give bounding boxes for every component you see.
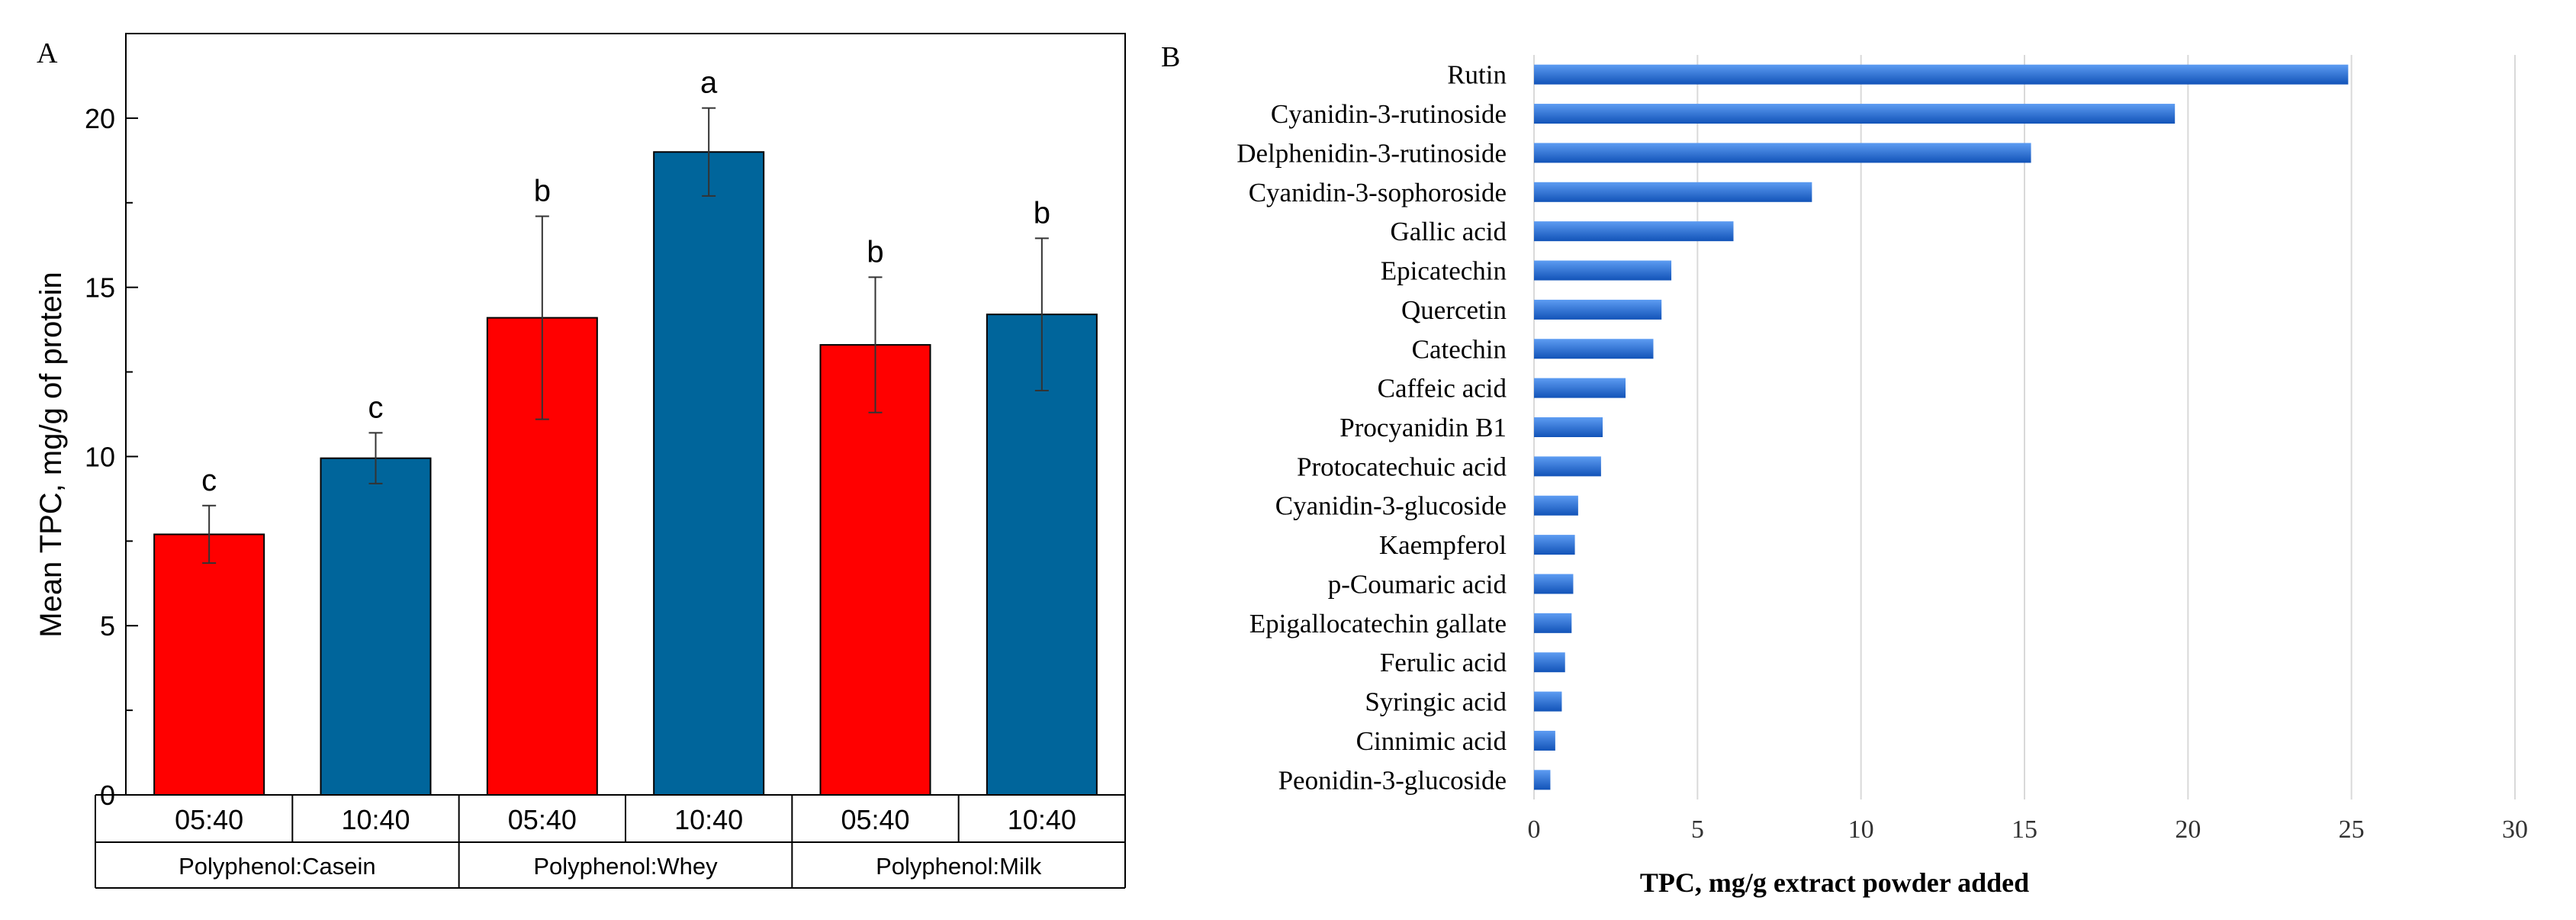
chart-a-category-label: 10:40 — [341, 804, 410, 835]
chart-b-category-label: Syringic acid — [1365, 687, 1507, 717]
chart-a-significance-letter: c — [368, 391, 384, 424]
chart-a-bar — [320, 457, 432, 796]
chart-b-bar — [1534, 613, 1572, 633]
chart-b-category-label: Rutin — [1447, 60, 1507, 90]
chart-b-x-axis-label: TPC, mg/g extract powder added — [1640, 867, 2029, 898]
chart-b: Rutin Cyanidin-3-rutinoside Delphenidin-3-… — [1237, 55, 2528, 898]
chart-a-category-label: 05:40 — [175, 804, 243, 835]
chart-b-bar — [1534, 574, 1574, 594]
chart-b-bar — [1534, 652, 1565, 673]
chart-b-bar — [1534, 378, 1626, 398]
chart-a-y-tick-label: 20 — [85, 103, 115, 134]
chart-b-x-tick-label: 0 — [1528, 815, 1541, 844]
chart-b-bar — [1534, 770, 1551, 790]
chart-b-bar — [1534, 64, 2349, 85]
chart-a-category-label: 05:40 — [508, 804, 577, 835]
chart-b-category-label: Epicatechin — [1381, 256, 1507, 286]
chart-b-category-label: Cyanidin-3-sophoroside — [1249, 178, 1507, 207]
chart-b-bar — [1534, 456, 1601, 477]
chart-b-x-tick-label: 20 — [2175, 815, 2201, 844]
chart-a-group-label: Polyphenol:Casein — [178, 853, 376, 880]
panel-label-b: B — [1161, 41, 1180, 73]
chart-a-bar — [819, 344, 931, 796]
chart-b-category-label: p-Coumaric acid — [1328, 569, 1507, 599]
chart-b-x-tick-label: 15 — [2012, 815, 2037, 844]
chart-a-y-axis-label: Mean TPC, mg/g of protein — [34, 272, 68, 638]
chart-b-x-tick-label: 30 — [2502, 815, 2528, 844]
chart-b-bar — [1534, 691, 1562, 712]
chart-b-category-label: Cyanidin-3-glucoside — [1275, 491, 1507, 521]
chart-b-category-label: Caffeic acid — [1378, 374, 1507, 404]
chart-a-bar — [153, 533, 265, 796]
chart-b-category-label: Ferulic acid — [1380, 648, 1507, 677]
chart-b-category-label: Protocatechuic acid — [1297, 452, 1507, 481]
chart-b-x-tick-label: 10 — [1848, 815, 1874, 844]
chart-b-bar — [1534, 104, 2176, 124]
chart-b-x-tick-label: 5 — [1691, 815, 1704, 844]
chart-b-category-label: Kaempferol — [1379, 530, 1507, 560]
chart-a-significance-letter: b — [534, 175, 551, 208]
chart-b-bar — [1534, 299, 1662, 320]
chart-a-group-label: Polyphenol:Whey — [533, 853, 718, 880]
chart-a-significance-letter: a — [700, 66, 718, 100]
chart-b-bar — [1534, 730, 1555, 751]
chart-a-category-label: 05:40 — [841, 804, 909, 835]
chart-b-bar — [1534, 143, 2031, 163]
chart-b-category-label: Catechin — [1412, 334, 1507, 364]
chart-b-bar — [1534, 535, 1575, 555]
chart-a-bar — [986, 314, 1098, 796]
chart-a-significance-letter: b — [867, 235, 883, 269]
chart-b-category-label: Peonidin-3-glucoside — [1278, 765, 1507, 795]
chart-a-significance-letter: c — [201, 464, 217, 497]
chart-b-x-tick-label: 25 — [2339, 815, 2365, 844]
chart-a-group-label: Polyphenol:Milk — [876, 853, 1042, 880]
chart-a-category-label: 10:40 — [1008, 804, 1076, 835]
panel-label-a: A — [37, 37, 58, 69]
chart-a-y-tick-label: 15 — [85, 272, 115, 304]
chart-b-category-label: Epigallocatechin gallate — [1249, 609, 1507, 639]
chart-a-frame — [125, 33, 1126, 796]
chart-a-y-tick-label: 10 — [85, 441, 115, 472]
chart-b-bar — [1534, 417, 1603, 437]
chart-b-category-label: Delphenidin-3-rutinoside — [1237, 138, 1507, 168]
chart-b-category-label: Gallic acid — [1390, 217, 1507, 246]
chart-a-bar — [653, 151, 765, 796]
chart-b-category-label: Procyanidin B1 — [1339, 413, 1507, 442]
chart-b-bar — [1534, 182, 1812, 202]
chart-b-bar — [1534, 221, 1734, 242]
chart-a-y-tick-label: 5 — [100, 610, 115, 642]
chart-a-category-label: 10:40 — [674, 804, 743, 835]
chart-b-bar — [1534, 339, 1654, 359]
chart-b-category-label: Cinnimic acid — [1356, 726, 1507, 756]
chart-a-significance-letter: b — [1034, 196, 1050, 230]
chart-b-bar — [1534, 495, 1578, 516]
chart-b-bar — [1534, 260, 1672, 281]
chart-b-category-label: Quercetin — [1401, 295, 1507, 325]
chart-b-category-label: Cyanidin-3-rutinoside — [1271, 99, 1507, 129]
